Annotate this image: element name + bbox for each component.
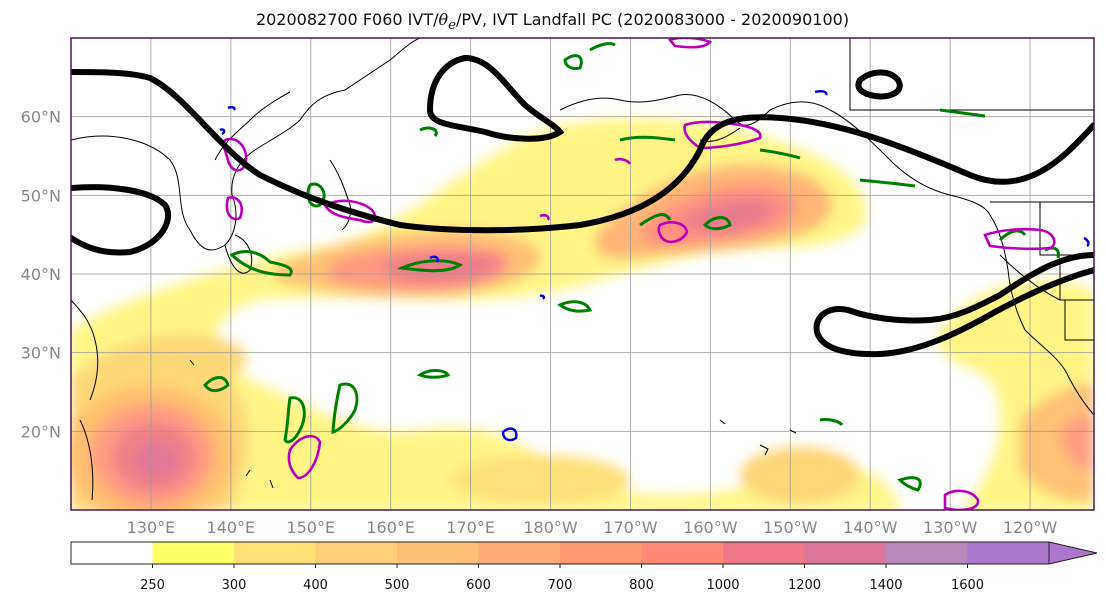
colorbar-tick-label: 700 bbox=[548, 578, 573, 593]
lon-tick-label: 180°W bbox=[523, 518, 578, 537]
ivt-landfall-pc-contours bbox=[71, 54, 1094, 358]
lat-tick-label: 20°N bbox=[21, 422, 61, 441]
colorbar-tick-label: 600 bbox=[466, 578, 491, 593]
colorbar-segment bbox=[315, 542, 398, 564]
colorbar-tick-label: 1400 bbox=[869, 578, 902, 593]
colorbar-extend-arrow bbox=[1048, 541, 1098, 565]
lat-tick-label: 30°N bbox=[21, 344, 61, 363]
colorbar-segment bbox=[397, 542, 479, 564]
ivt-colorbar bbox=[70, 541, 1098, 568]
lat-tick-label: 40°N bbox=[21, 265, 61, 284]
lon-tick-label: 130°W bbox=[923, 518, 978, 537]
colorbar-segment bbox=[641, 542, 724, 564]
colorbar-tick-label: 800 bbox=[629, 578, 654, 593]
colorbar-tick-labels: 250 300 400 500 600 700 800 1000 1200 1400 1600 bbox=[140, 578, 984, 593]
latitude-tick-labels: 20°N 30°N 40°N 50°N 60°N bbox=[21, 108, 61, 442]
colorbar-segment bbox=[234, 542, 316, 564]
colorbar-segment bbox=[152, 542, 235, 564]
lon-tick-label: 120°W bbox=[1003, 518, 1058, 537]
lon-tick-label: 150°E bbox=[286, 518, 335, 537]
lon-tick-label: 170°E bbox=[446, 518, 495, 537]
colorbar-tick-label: 1200 bbox=[788, 578, 821, 593]
lat-tick-label: 60°N bbox=[21, 108, 61, 127]
colorbar-tick-label: 500 bbox=[385, 578, 410, 593]
lon-tick-label: 150°W bbox=[763, 518, 818, 537]
colorbar-segment bbox=[478, 542, 561, 564]
colorbar-tick-label: 1600 bbox=[951, 578, 984, 593]
colorbar-tick-label: 1000 bbox=[706, 578, 739, 593]
colorbar-segment bbox=[804, 542, 887, 564]
longitude-tick-labels: 130°E 140°E 150°E 160°E 170°E 180°W 170°W 160°W… bbox=[127, 518, 1058, 537]
colorbar-segment bbox=[886, 542, 968, 564]
colorbar-tick-label: 300 bbox=[222, 578, 247, 593]
colorbar-tick-label: 250 bbox=[140, 578, 165, 593]
lon-tick-label: 160°W bbox=[683, 518, 738, 537]
lat-tick-label: 50°N bbox=[21, 186, 61, 205]
ivt-shading bbox=[71, 117, 1094, 510]
pv-negative-contours bbox=[219, 90, 1090, 442]
colorbar-segment bbox=[71, 542, 153, 564]
lon-tick-label: 170°W bbox=[603, 518, 658, 537]
colorbar-segment bbox=[723, 542, 805, 564]
lon-tick-label: 140°E bbox=[207, 518, 256, 537]
lon-tick-label: 130°E bbox=[127, 518, 176, 537]
colorbar-tick-label: 400 bbox=[303, 578, 328, 593]
gridlines bbox=[71, 38, 1094, 510]
lon-tick-label: 160°E bbox=[366, 518, 415, 537]
theta-e-contours bbox=[203, 42, 1060, 492]
figure-title: 2020082700 F060 IVT/θe/PV, IVT Landfall … bbox=[255, 10, 850, 34]
map-content bbox=[71, 38, 1094, 510]
coastlines bbox=[71, 38, 1094, 501]
map-frame bbox=[70, 37, 1095, 511]
lon-tick-label: 140°W bbox=[843, 518, 898, 537]
colorbar-segment bbox=[967, 542, 1050, 564]
colorbar-segment bbox=[560, 542, 642, 564]
